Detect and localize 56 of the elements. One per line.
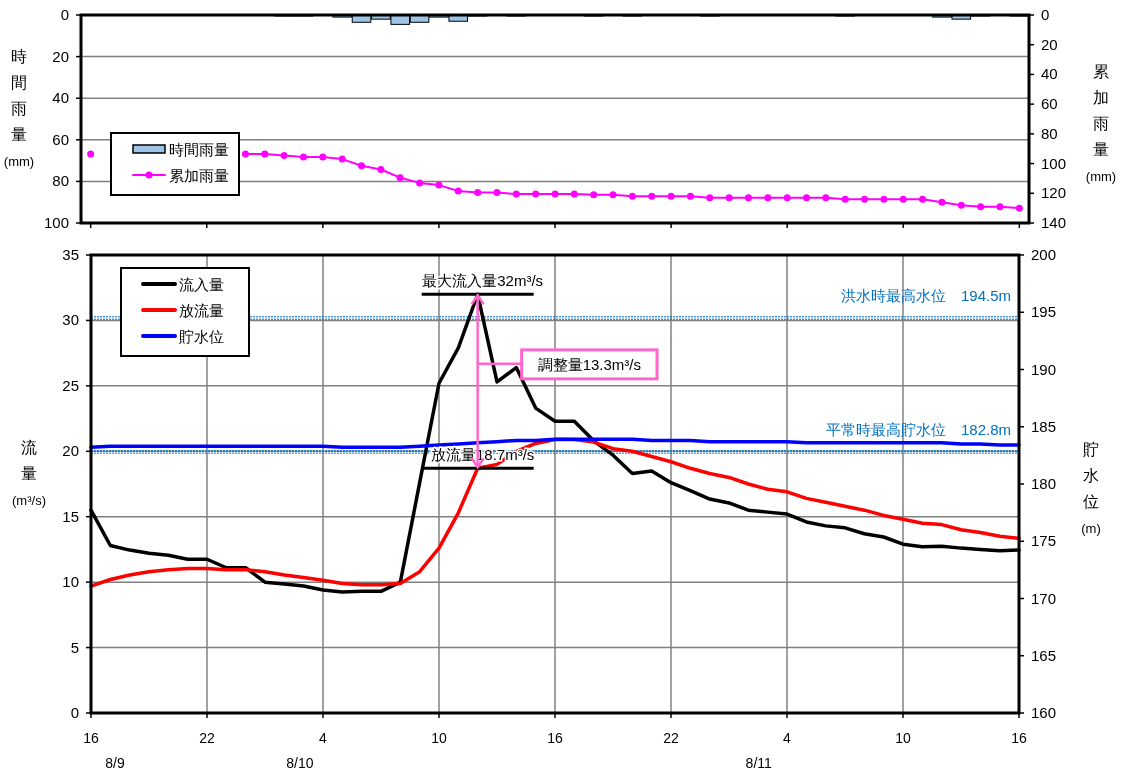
- x-tick-label: 16: [547, 730, 563, 746]
- legend-label: 累加雨量: [169, 167, 229, 184]
- y2-axis-title: 累加雨量(mm): [1085, 63, 1117, 184]
- x-tick-label: 16: [83, 730, 99, 746]
- x-tick-label: 16: [1011, 730, 1027, 746]
- y2-tick-label: 160: [1031, 704, 1057, 721]
- x-tick-label: 4: [319, 730, 328, 746]
- x-tick-label: 22: [199, 730, 215, 746]
- y-axis-title: 時間雨量(mm): [3, 48, 35, 169]
- ref-line-label: 平常時最高貯水位 182.8m: [825, 420, 1011, 438]
- annotation: 調整量13.3m³/s: [537, 355, 642, 373]
- y-tick-label: 60: [52, 130, 69, 148]
- ref-line-label: 洪水時最高水位 194.5m: [840, 286, 1011, 304]
- y2-tick-label: 80: [1041, 124, 1058, 142]
- y-tick-label: 100: [43, 214, 69, 231]
- y2-tick-label: 60: [1041, 95, 1058, 113]
- x-tick-label: 22: [663, 730, 679, 746]
- y2-tick-label: 200: [1031, 246, 1057, 263]
- y2-tick-label: 180: [1031, 475, 1057, 492]
- y2-tick-label: 140: [1041, 214, 1067, 231]
- y2-tick-label: 120: [1041, 184, 1067, 202]
- y-tick-label: 0: [70, 704, 79, 721]
- y-tick-label: 25: [62, 376, 79, 394]
- y-tick-label: 20: [52, 47, 69, 65]
- y2-axis-title: 貯水位(m): [1081, 441, 1101, 536]
- y2-tick-label: 100: [1041, 154, 1067, 172]
- y-tick-label: 0: [60, 6, 69, 23]
- y-tick-label: 35: [62, 246, 79, 263]
- annotation: 最大流入量32m³/s: [422, 272, 544, 290]
- y-tick-label: 15: [62, 507, 79, 525]
- y2-tick-label: 195: [1031, 303, 1057, 321]
- text: 8/9: [105, 755, 125, 769]
- y-tick-label: 40: [52, 89, 69, 107]
- y-tick-label: 10: [62, 573, 79, 591]
- y-tick-label: 80: [52, 172, 69, 190]
- text: 8/11: [745, 755, 773, 769]
- legend-label: 時間雨量: [169, 141, 229, 158]
- y2-tick-label: 185: [1031, 417, 1057, 435]
- y2-tick-label: 175: [1031, 532, 1057, 550]
- y2-tick-label: 20: [1041, 35, 1058, 53]
- y2-tick-label: 165: [1031, 646, 1057, 664]
- y2-tick-label: 190: [1031, 360, 1057, 378]
- legend-label: 放流量: [179, 302, 224, 319]
- legend-label: 流入量: [179, 276, 224, 293]
- y-tick-label: 5: [70, 638, 79, 656]
- x-tick-label: 10: [431, 730, 447, 746]
- y2-tick-label: 0: [1041, 6, 1050, 23]
- y-axis-title: 流量(m³/s): [12, 439, 46, 508]
- y-tick-label: 20: [62, 442, 79, 460]
- y-tick-label: 30: [62, 311, 79, 329]
- legend-label: 貯水位: [179, 328, 224, 345]
- y2-tick-label: 170: [1031, 589, 1057, 607]
- y2-tick-label: 40: [1041, 65, 1058, 83]
- x-tick-label: 10: [895, 730, 911, 746]
- x-tick-label: 4: [783, 730, 792, 746]
- text: 8/10: [286, 755, 314, 769]
